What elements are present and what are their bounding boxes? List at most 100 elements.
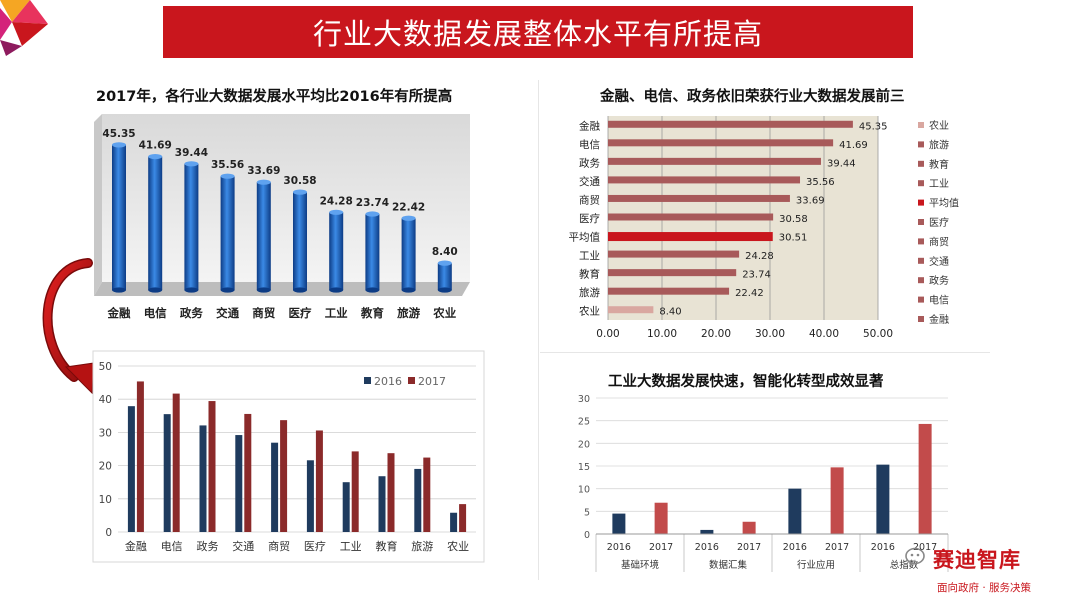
chart1-bar [401, 218, 416, 290]
chart3-category-label: 医疗 [304, 539, 326, 553]
chart2-x-tick: 30.00 [755, 328, 785, 340]
chart3-legend-swatch [364, 377, 371, 384]
chart2-legend-label: 商贸 [929, 235, 949, 248]
chart2-value-label: 24.28 [745, 251, 774, 262]
chart1-bar-base [365, 287, 380, 293]
chart1-bar-base [401, 287, 416, 293]
chart2-value-label: 8.40 [659, 307, 681, 318]
chart4-group-label: 基础环境 [621, 559, 660, 571]
chart4-title: 工业大数据发展快速，智能化转型成效显著 [608, 374, 884, 390]
chart2-category-label: 政务 [579, 156, 600, 169]
chart1-bar [365, 214, 380, 290]
chart3-bar-2016 [306, 460, 314, 532]
chart1-value-label: 35.56 [211, 159, 244, 171]
chart2-category-label: 医疗 [579, 212, 600, 225]
chart3-bar-2016 [163, 414, 171, 532]
chart3-area: 0 10 20 30 40 50 金融 电信 政务 交通 商贸 医疗 工业 教育 旅游 农业 2016 2017 [92, 350, 485, 563]
chart2-x-tick: 10.00 [647, 328, 677, 340]
chart2-bar [608, 157, 821, 165]
chart2-bar [608, 269, 737, 277]
chart1-bar-base [437, 287, 452, 293]
chart1-bar-top [184, 161, 199, 167]
chart1-value-label: 8.40 [432, 246, 458, 258]
chart1-bar-top [329, 209, 344, 215]
chart3-bar-2017 [459, 504, 467, 532]
chart3-y-tick: 30 [99, 427, 112, 439]
chart1-category-label: 金融 [107, 306, 131, 320]
chart2-legend-label: 金融 [929, 313, 949, 326]
chart2-category-label: 交通 [579, 175, 600, 188]
chart2-category-label: 平均值 [569, 231, 601, 244]
chart2-bar [608, 213, 774, 221]
chart2-value-label: 41.69 [839, 140, 868, 151]
chart1-category-label: 教育 [360, 306, 384, 320]
chart2-value-label: 30.58 [779, 214, 808, 225]
chart4-y-tick: 30 [578, 394, 590, 405]
divider-horizontal [540, 352, 990, 353]
chart3-category-label: 农业 [447, 539, 469, 553]
chart2-legend-swatch [918, 257, 924, 264]
chart3-bar-2017 [208, 401, 216, 532]
chart2-legend-label: 旅游 [929, 138, 949, 151]
chart1-bar-base [184, 287, 199, 293]
chart1-bar-base [256, 287, 271, 293]
chart3-bar-2017 [387, 453, 395, 532]
chart2-legend-swatch [918, 238, 924, 245]
chart2-x-tick: 40.00 [809, 328, 839, 340]
chart2-value-label: 30.51 [779, 233, 808, 244]
chart1-category-label: 政务 [180, 306, 203, 320]
chart4-x-tick: 2017 [737, 542, 761, 553]
chart2-value-label: 35.56 [806, 177, 835, 188]
chart2-legend-label: 农业 [929, 119, 949, 132]
chart4-x-tick: 2016 [871, 542, 895, 553]
chart2-value-label: 22.42 [735, 288, 764, 299]
chart4-bar-2016 [700, 529, 714, 534]
chart3-legend-swatch [408, 377, 415, 384]
divider-vertical [538, 80, 539, 580]
chart2-category-label: 电信 [579, 138, 600, 151]
chart3-bar-2016 [450, 512, 458, 532]
chart1-bar [220, 176, 235, 290]
chart4-group-label: 数据汇集 [709, 559, 748, 571]
chart2-x-tick: 0.00 [596, 328, 619, 340]
chart2-legend-swatch [918, 296, 924, 303]
chart1-category-label: 交通 [216, 306, 239, 320]
chart3-bar-2017 [315, 430, 323, 532]
chart2-legend-label: 电信 [929, 294, 949, 307]
chart1-value-label: 33.69 [247, 165, 280, 177]
chart2-legend-swatch [918, 219, 924, 225]
chart1-value-label: 24.28 [320, 195, 353, 207]
chart2-bar [608, 306, 654, 314]
chart3-bar-2016 [199, 425, 207, 532]
chart1-bar-base [293, 287, 307, 293]
chart4-group-label: 总指数 [890, 559, 919, 571]
chart3-category-label: 电信 [161, 540, 183, 553]
chart3-bar-2016 [235, 435, 243, 532]
chart2-legend-swatch [918, 277, 924, 284]
chart1-bar-top [401, 215, 416, 221]
chart2-area: 0.00 10.00 20.00 30.00 40.00 50.00 45.35 金融 41.6… [569, 116, 959, 340]
chart3-bar-2017 [244, 413, 252, 532]
chart1-title: 2017年，各行业大数据发展水平均比2016年有所提高 [96, 89, 453, 105]
chart1-side-wall [94, 114, 102, 296]
chart2-bar [608, 232, 773, 242]
chart3-y-tick: 50 [99, 361, 112, 373]
chart2-bar [608, 194, 790, 202]
chart3-legend-label: 2017 [418, 375, 446, 388]
chart4-bar-2017 [830, 467, 844, 534]
chart2-value-label: 33.69 [796, 195, 825, 206]
chart3-y-tick: 10 [99, 494, 112, 506]
chart3-category-label: 教育 [376, 539, 398, 553]
chart3-bar-2016 [342, 482, 350, 532]
chart3-bar-2017 [280, 420, 288, 532]
chart2-bar [608, 287, 730, 295]
chart2-category-label: 金融 [579, 119, 600, 132]
chart1-bar [112, 144, 126, 290]
chart1-value-label: 45.35 [102, 128, 135, 140]
chart3-bar-2017 [136, 381, 144, 532]
wechat-icon [905, 547, 925, 567]
chart2-legend-label: 交通 [929, 255, 949, 268]
chart1-value-label: 23.74 [356, 197, 389, 209]
chart3-category-label: 交通 [232, 539, 254, 553]
chart1-bar-base [112, 287, 126, 293]
